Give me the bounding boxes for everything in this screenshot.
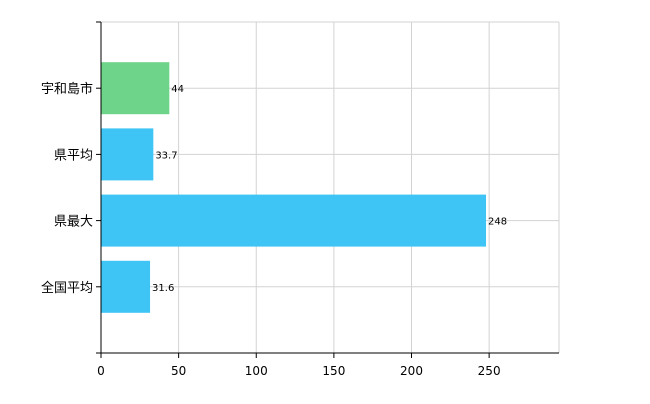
bar (101, 128, 154, 181)
category-label: 宇和島市 (41, 81, 93, 97)
x-tick-label: 0 (97, 364, 105, 378)
x-tick-label: 250 (478, 364, 501, 378)
category-label: 県最大 (54, 215, 93, 230)
bar (101, 194, 487, 247)
category-label: 全国平均 (41, 280, 93, 296)
grid (101, 21, 560, 353)
axes (96, 21, 559, 358)
bars (101, 62, 487, 313)
x-tick-label: 100 (245, 364, 268, 378)
x-tick-label: 150 (322, 364, 345, 378)
labels: 44 宇和島市 33.7 県平均 248 県最大 31.6 全国平均 0 50 100 150 200 2… (41, 81, 507, 378)
x-tick-label: 200 (400, 364, 423, 378)
bar (101, 260, 151, 313)
data-label: 248 (488, 217, 507, 228)
data-label: 33.7 (155, 150, 177, 161)
data-label: 31.6 (152, 283, 174, 294)
category-label: 県平均 (54, 148, 93, 163)
bar (101, 62, 170, 115)
x-tick-label: 50 (171, 364, 186, 378)
data-label: 44 (171, 84, 184, 95)
